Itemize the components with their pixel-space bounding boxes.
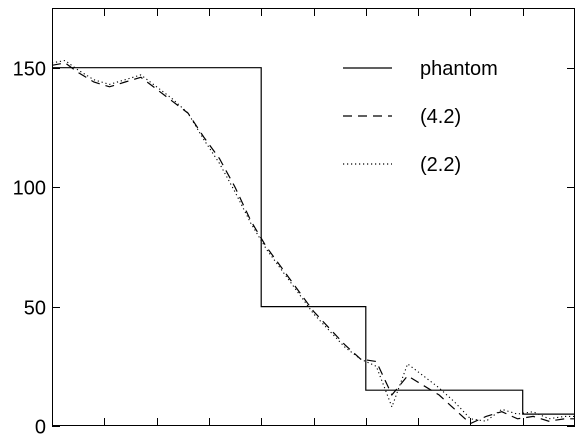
x-axis-ticks — [52, 8, 524, 426]
series-line-1 — [51, 62, 575, 425]
legend-label-2: (2.2) — [420, 154, 461, 176]
y-tick-label-3: 150 — [13, 59, 46, 81]
legend-label-1: (4.2) — [420, 106, 461, 128]
series-line-2 — [51, 59, 575, 422]
series-layer — [51, 59, 575, 425]
series-line-0 — [52, 67, 575, 415]
y-tick-label-1: 50 — [24, 298, 46, 320]
legend: phantom (4.2) (2.2) — [343, 58, 498, 176]
y-tick-label-2: 100 — [13, 178, 46, 200]
y-tick-label-0: 0 — [35, 417, 46, 438]
y-axis-ticks: 0 50 100 150 — [13, 59, 575, 438]
legend-label-0: phantom — [420, 58, 498, 80]
